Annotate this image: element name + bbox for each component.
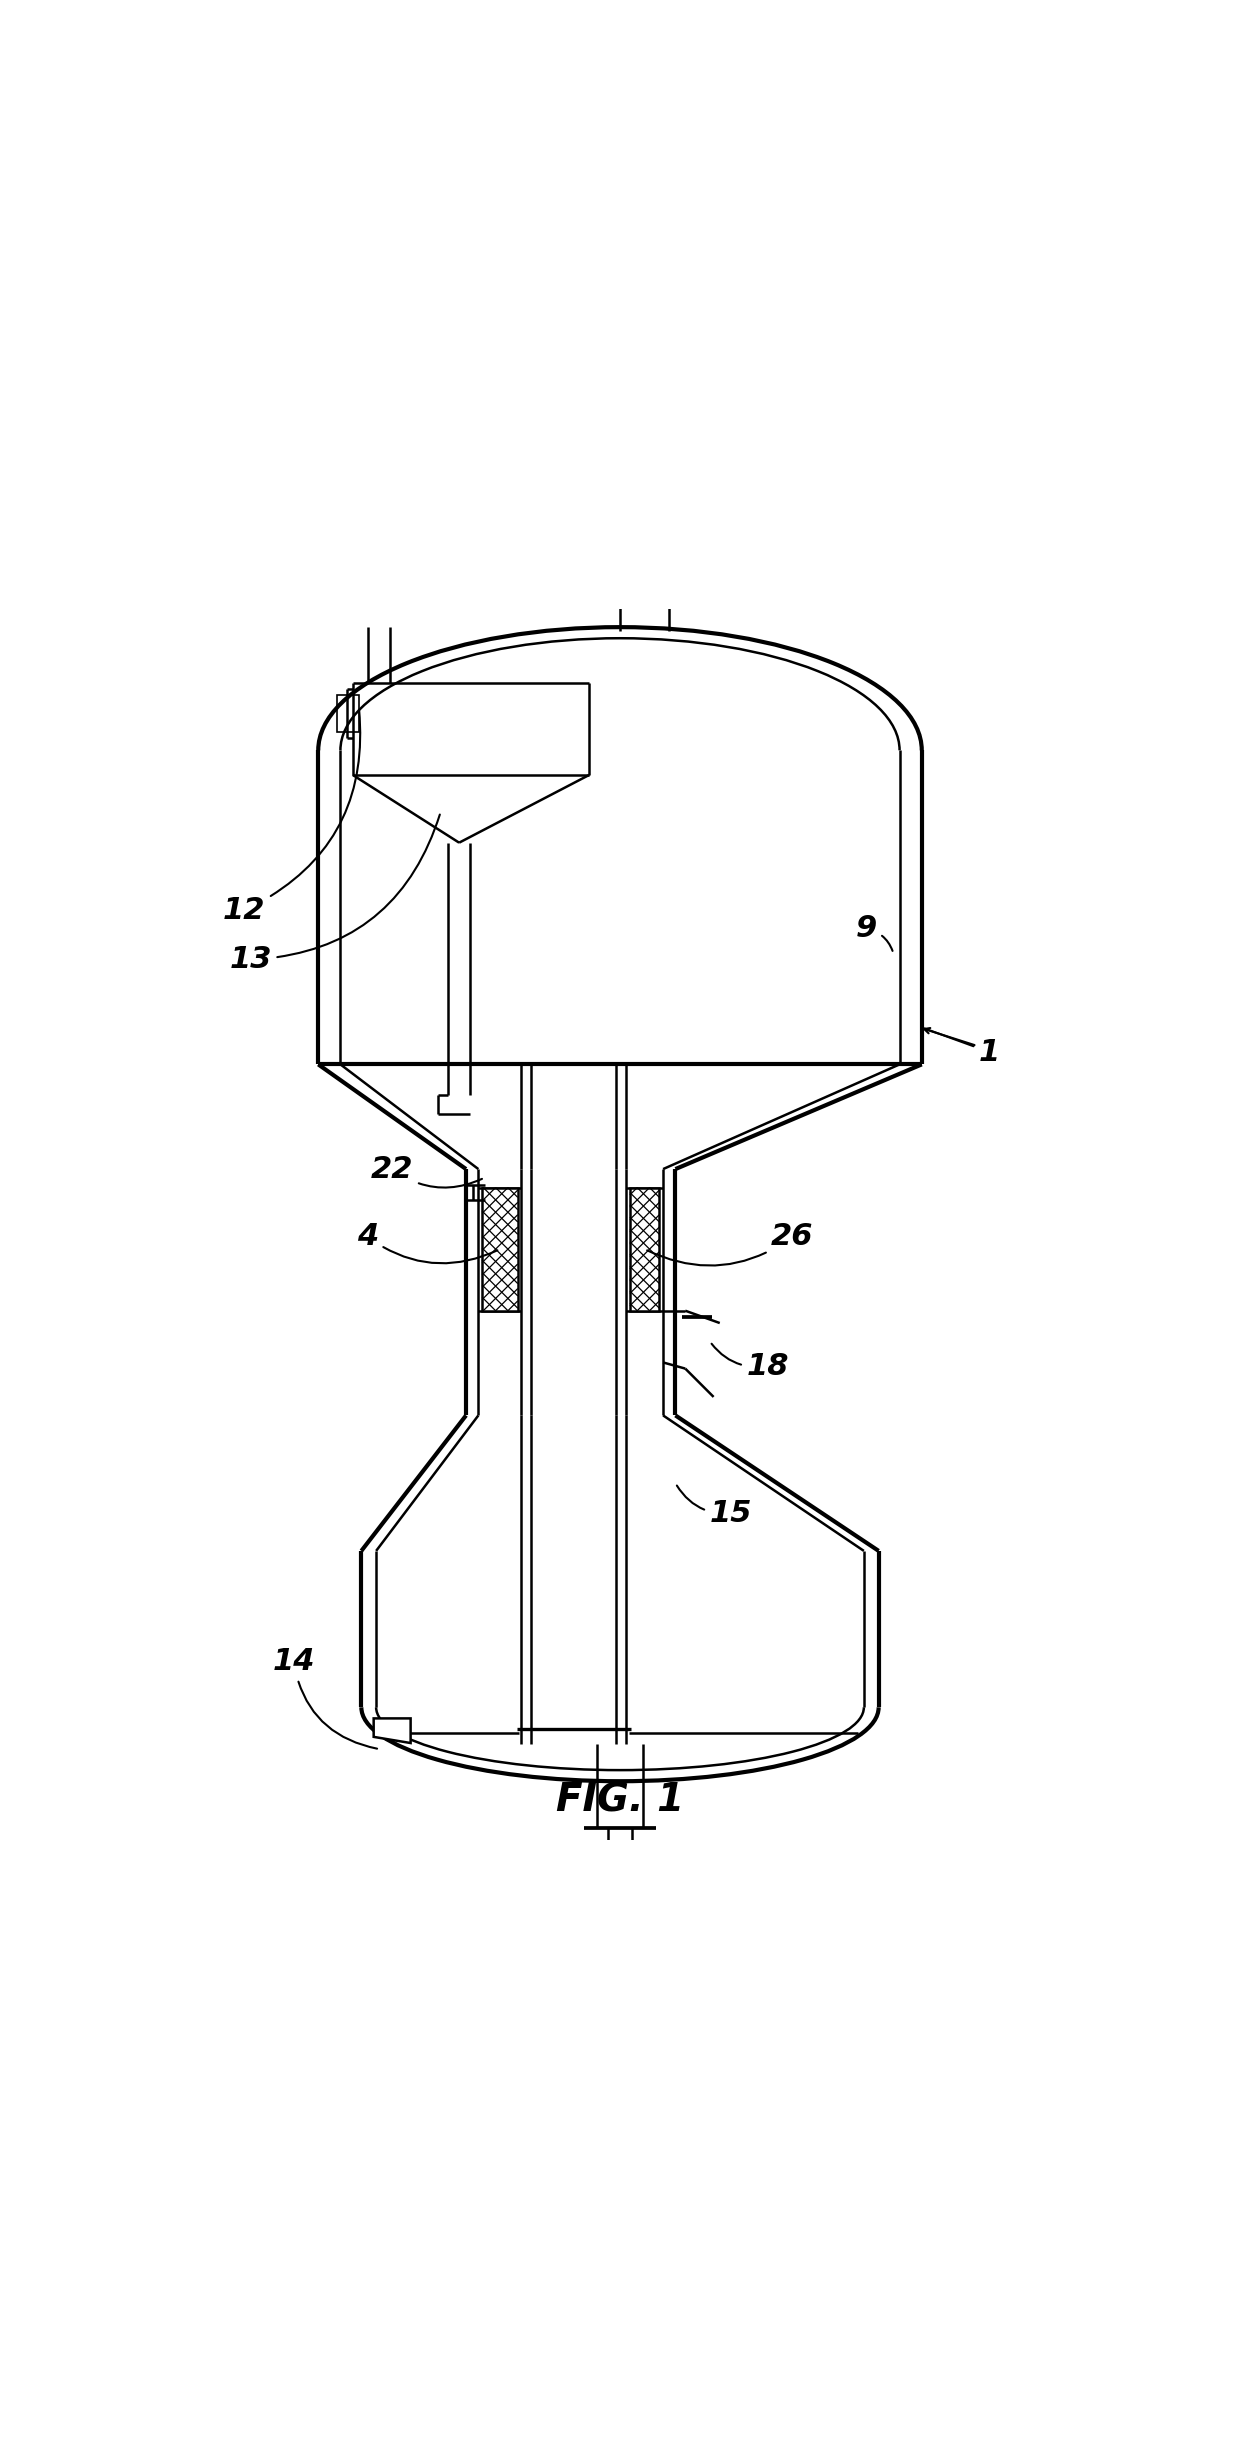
Bar (482, 1188, 518, 1310)
Text: 12: 12 (223, 710, 361, 926)
Text: 13: 13 (229, 816, 440, 975)
Bar (482, 1188, 518, 1310)
Text: 1: 1 (924, 1029, 1001, 1068)
Text: 4: 4 (357, 1222, 497, 1264)
Text: 26: 26 (647, 1222, 813, 1266)
Text: 9: 9 (856, 913, 893, 950)
Polygon shape (373, 1719, 410, 1744)
Bar (605, 573, 684, 588)
Text: FIG. 1: FIG. 1 (556, 1783, 684, 1820)
Bar (630, 1188, 660, 1310)
Text: 14: 14 (273, 1648, 377, 1749)
Text: 18: 18 (712, 1345, 789, 1381)
Bar (630, 1188, 660, 1310)
Bar (337, 696, 358, 732)
Text: 15: 15 (677, 1487, 753, 1528)
Text: 22: 22 (371, 1153, 482, 1188)
